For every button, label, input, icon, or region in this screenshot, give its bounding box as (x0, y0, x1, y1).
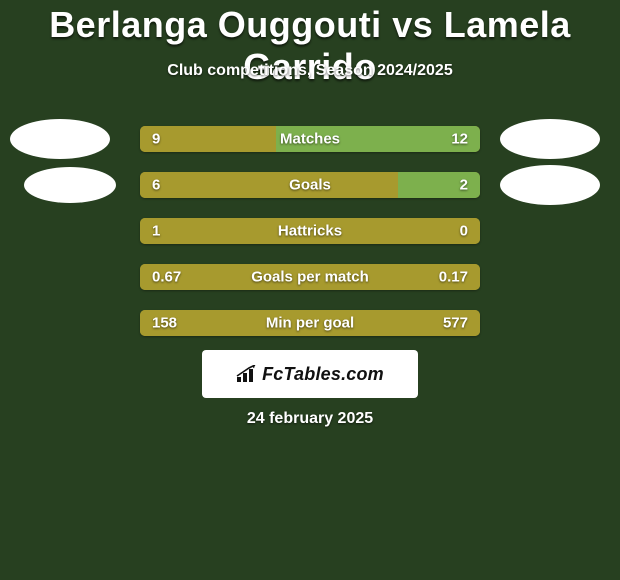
stat-row: 158577Min per goal (0, 300, 620, 346)
subtitle: Club competitions, Season 2024/2025 (0, 62, 620, 80)
stat-value-right: 2 (460, 177, 468, 194)
brand-box: FcTables.com (202, 350, 418, 398)
stat-value-left: 6 (152, 177, 160, 194)
player-photo-right (500, 165, 600, 205)
stat-bar-left (140, 218, 480, 244)
stat-bar: 158577Min per goal (140, 310, 480, 336)
stat-value-left: 158 (152, 315, 177, 332)
player-photo-left (10, 119, 110, 159)
stat-value-right: 577 (443, 315, 468, 332)
stat-value-left: 9 (152, 131, 160, 148)
stat-row: 0.670.17Goals per match (0, 254, 620, 300)
stat-bar-left (140, 172, 398, 198)
player-photo-left (24, 167, 116, 203)
stat-value-right: 0 (460, 223, 468, 240)
comparison-infographic: Berlanga Ouggouti vs Lamela Garrido Club… (0, 0, 620, 580)
bar-chart-icon (236, 365, 260, 383)
stat-row: 62Goals (0, 162, 620, 208)
stat-bar-left (140, 126, 276, 152)
stat-value-right: 0.17 (439, 269, 468, 286)
stat-bar: 62Goals (140, 172, 480, 198)
stat-bar-left (140, 264, 480, 290)
stat-row: 912Matches (0, 116, 620, 162)
date-label: 24 february 2025 (0, 410, 620, 428)
stat-bar: 10Hattricks (140, 218, 480, 244)
stat-value-left: 1 (152, 223, 160, 240)
player-photo-right (500, 119, 600, 159)
stat-bar: 0.670.17Goals per match (140, 264, 480, 290)
stat-bar: 912Matches (140, 126, 480, 152)
stat-bar-right (276, 126, 480, 152)
stat-row: 10Hattricks (0, 208, 620, 254)
stat-value-left: 0.67 (152, 269, 181, 286)
stat-value-right: 12 (451, 131, 468, 148)
brand-logo: FcTables.com (236, 364, 384, 385)
brand-text: FcTables.com (262, 364, 384, 385)
stat-bar-left (140, 310, 480, 336)
